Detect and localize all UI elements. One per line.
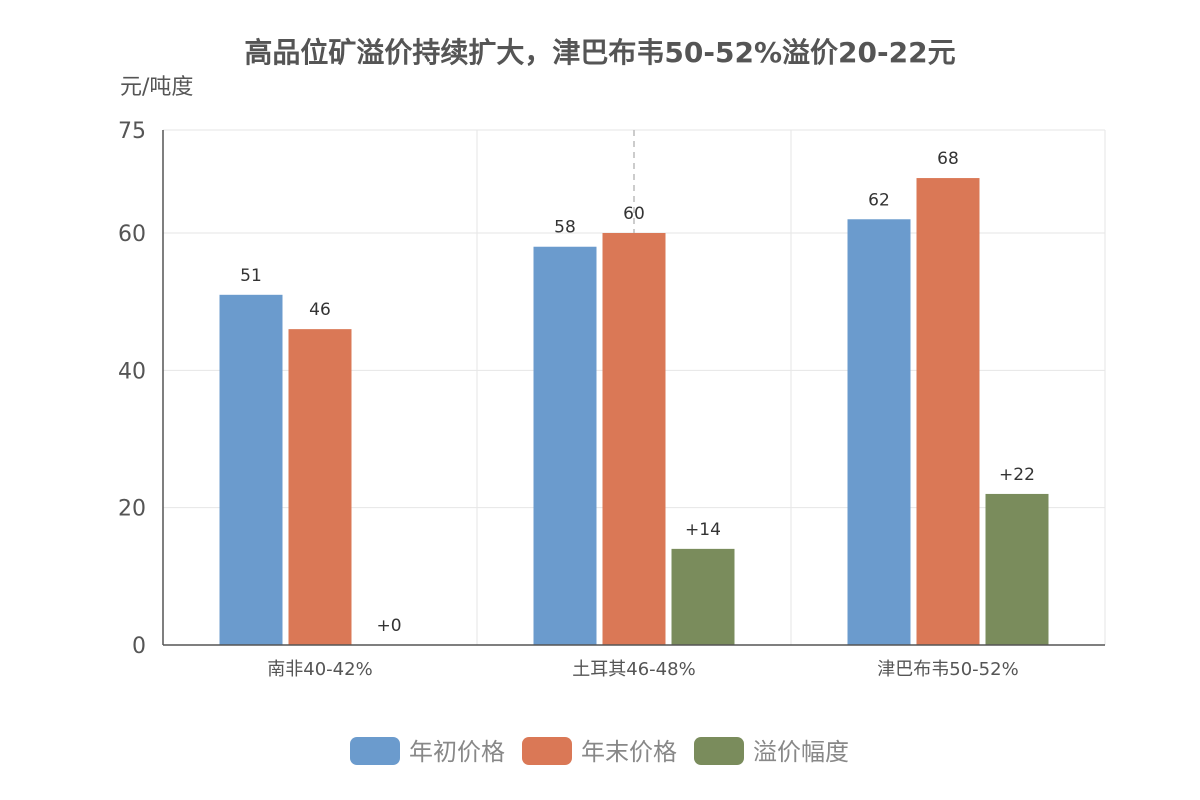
- data-label: 51: [240, 266, 262, 286]
- bar-2-3: [916, 178, 980, 646]
- x-tick-label: 津巴布韦50-52%: [877, 659, 1018, 680]
- legend-swatch: [350, 737, 400, 765]
- legend-swatch: [694, 737, 744, 765]
- data-label: 58: [554, 218, 576, 238]
- legend-label: 溢价幅度: [753, 738, 849, 766]
- legend-swatch: [522, 737, 572, 765]
- axes: 0 20 40 60 75 南非40-42% 土耳其46-48% 津巴布韦50-52%: [118, 119, 1105, 680]
- data-label: +14: [685, 520, 721, 540]
- bar-2-2: [602, 233, 666, 645]
- data-label: 62: [868, 190, 890, 210]
- x-tick-label: 土耳其46-48%: [572, 659, 695, 680]
- bar-1-2: [533, 246, 597, 645]
- chart-title: 高品位矿溢价持续扩大，津巴布韦50-52%溢价20-22元: [244, 36, 955, 69]
- legend-item[interactable]: 溢价幅度: [694, 737, 849, 766]
- bar-3-2: [671, 548, 735, 645]
- legend-item[interactable]: 年末价格: [522, 737, 677, 766]
- y-tick-label: 20: [118, 497, 146, 522]
- data-label: +0: [376, 616, 401, 636]
- bar-3-3: [985, 493, 1049, 645]
- data-label: 60: [623, 204, 645, 224]
- legend-label: 年初价格: [409, 738, 505, 766]
- y-tick-label: 75: [118, 119, 146, 144]
- y-tick-label: 40: [118, 359, 146, 384]
- bar-1-1: [219, 294, 283, 645]
- x-tick-label: 南非40-42%: [267, 659, 372, 680]
- y-tick-label: 0: [132, 634, 146, 659]
- y-axis-unit-label: 元/吨度: [120, 75, 193, 100]
- y-tick-label: 60: [118, 222, 146, 247]
- legend-label: 年末价格: [581, 738, 677, 766]
- bars: [219, 178, 1049, 646]
- legend[interactable]: 年初价格 年末价格 溢价幅度: [350, 737, 849, 766]
- data-label: 46: [309, 300, 331, 320]
- bar-1-3: [847, 219, 911, 645]
- data-label: +22: [999, 465, 1035, 485]
- data-label: 68: [937, 149, 959, 169]
- bar-2-1: [288, 329, 352, 645]
- data-labels: 51 58 62 46 60 68 +0 +14 +22: [240, 149, 1035, 636]
- legend-item[interactable]: 年初价格: [350, 737, 505, 766]
